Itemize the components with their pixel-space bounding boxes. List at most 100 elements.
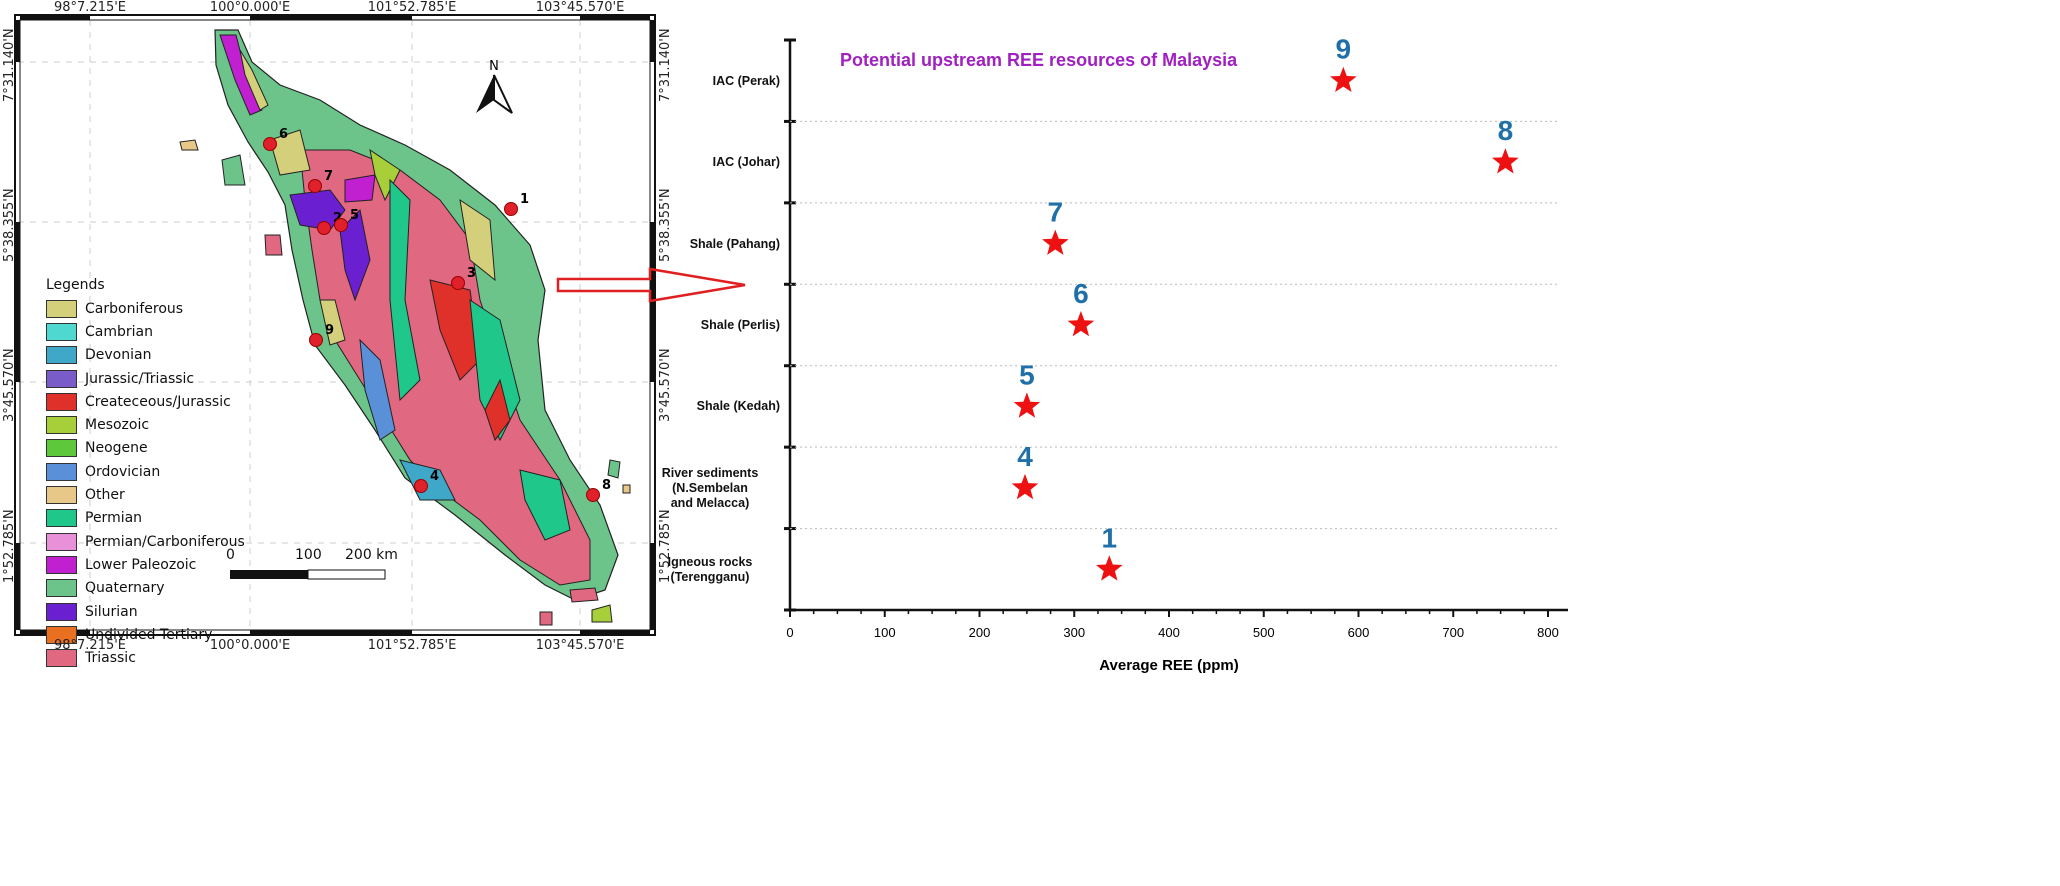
site-label: 7 [324,169,333,184]
scale-label-200: 200 km [345,547,398,563]
site-marker [586,488,600,502]
longitude-label-top: 98°7.215'E [53,0,127,15]
longitude-label-top: 101°52.785'E [367,0,457,15]
legend-swatch [46,625,77,644]
site-label: 3 [467,266,476,281]
site-label: 5 [350,208,359,223]
site-marker [334,218,348,232]
legend-swatch [46,555,77,574]
longitude-label-top: 100°0.000'E [209,0,291,15]
data-point-star [1096,555,1123,581]
legend-label: Lower Paleozoic [85,556,197,573]
site-marker [309,333,323,347]
legend-label: Ordovician [85,463,161,480]
site-label: 2 [333,211,342,226]
scale-bar [230,569,386,580]
site-marker [504,202,518,216]
latitude-label-right: 7°31.140'N [658,28,673,102]
legend-swatch [46,462,77,481]
data-point-star [1330,66,1357,92]
data-point-star [1067,311,1095,337]
data-point-star [1011,473,1039,500]
legend-item: Neogene [46,437,245,460]
geological-map: 1 2 3 4 5 6 7 8 9 N [14,14,656,636]
data-point-star [1013,392,1041,418]
legend-label: Silurian [85,603,138,620]
legend-label: Triassic [85,650,136,667]
site-marker [451,276,465,290]
legend-item: Other [46,483,245,506]
site-label: 9 [325,323,334,338]
legend-swatch [46,486,77,505]
legend-item: Quaternary [46,577,245,600]
legend-label: Devonian [85,347,152,364]
x-tick-label: 700 [1442,625,1464,640]
data-point-label: 4 [1017,441,1033,472]
peninsula-landmass [179,29,631,626]
legend-label: Undivided Tertiary [85,626,213,643]
data-point-label: 6 [1073,278,1089,309]
x-tick-label: 800 [1537,625,1559,640]
ree-chart: 0 100 200 300 400 500 600 700 800 Average REE (pp… [784,34,1568,674]
site-label: 1 [520,192,529,207]
category-label: IAC (Perak) [712,73,780,88]
legend-label: Carboniferous [85,300,184,317]
category-label: Shale (Perlis) [700,318,780,332]
scale-label-100: 100 [295,547,322,563]
legend-item: Permian/Carboniferous [46,530,245,553]
data-point-label: 9 [1336,34,1352,65]
legend-item: Undivided Tertiary [46,623,245,646]
site-label: 6 [279,127,288,142]
legend-item: Triassic [46,646,245,669]
legend-swatch [46,509,77,528]
legend-title: Legends [46,277,105,293]
legend-swatch [46,392,77,411]
legend-swatch [46,602,77,621]
legend-swatch [46,369,77,388]
legend-item: Cambrian [46,320,245,343]
x-tick-label: 200 [969,625,991,640]
x-tick-label: 400 [1158,625,1180,640]
legend-swatch [46,532,77,551]
map-sites: 1 2 3 4 5 6 7 8 9 [263,127,611,502]
legend-item: Lower Paleozoic [46,553,245,576]
scale-label-0: 0 [226,547,235,563]
legend-item: Ordovician [46,460,245,483]
x-tick-label: 300 [1063,625,1085,640]
legend-swatch [46,299,77,318]
site-marker [414,479,428,493]
x-tick-label: 600 [1348,625,1370,640]
category-label: Igneous rocks (Terengganu) [667,555,753,585]
longitude-label-top: 103°45.570'E [535,0,625,15]
data-point-star [1042,229,1069,255]
legend-item: Devonian [46,344,245,367]
legend-label: Quaternary [85,580,165,597]
latitude-label-left: 1°52.785'N [2,509,17,583]
legend-swatch [46,346,77,365]
legend-label: Permian/Carboniferous [85,533,245,550]
longitude-label-bottom: 103°45.570'E [535,638,625,653]
pointer-arrow-icon [556,267,746,303]
legend-label: Neogene [85,440,148,457]
legend-item: Silurian [46,600,245,623]
north-arrow-icon [476,74,513,114]
longitude-label-bottom: 98°7.215'E [53,638,127,653]
x-tick-label: 0 [786,625,793,640]
chart-title: Potential upstream REE resources of Mala… [840,50,1238,70]
category-label: Shale (Kedah) [696,399,780,414]
legend-swatch [46,439,77,458]
site-label: 8 [602,478,611,493]
legend-label: Jurassic/Triassic [85,370,195,387]
legend-label: Mesozoic [85,417,150,434]
data-point-label: 5 [1019,359,1035,390]
latitude-label-left: 3°45.570'N [2,348,17,422]
map-frame [14,14,656,636]
longitude-label-bottom: 100°0.000'E [209,638,291,653]
data-point-label: 1 [1102,522,1118,553]
data-point-label: 7 [1048,197,1064,228]
latitude-label-left: 5°38.355'N [2,188,17,262]
site-marker [317,221,331,235]
x-axis-title: Average REE (ppm) [1099,657,1238,674]
legend-label: Other [85,487,125,504]
category-label: Shale (Pahang) [689,236,780,251]
